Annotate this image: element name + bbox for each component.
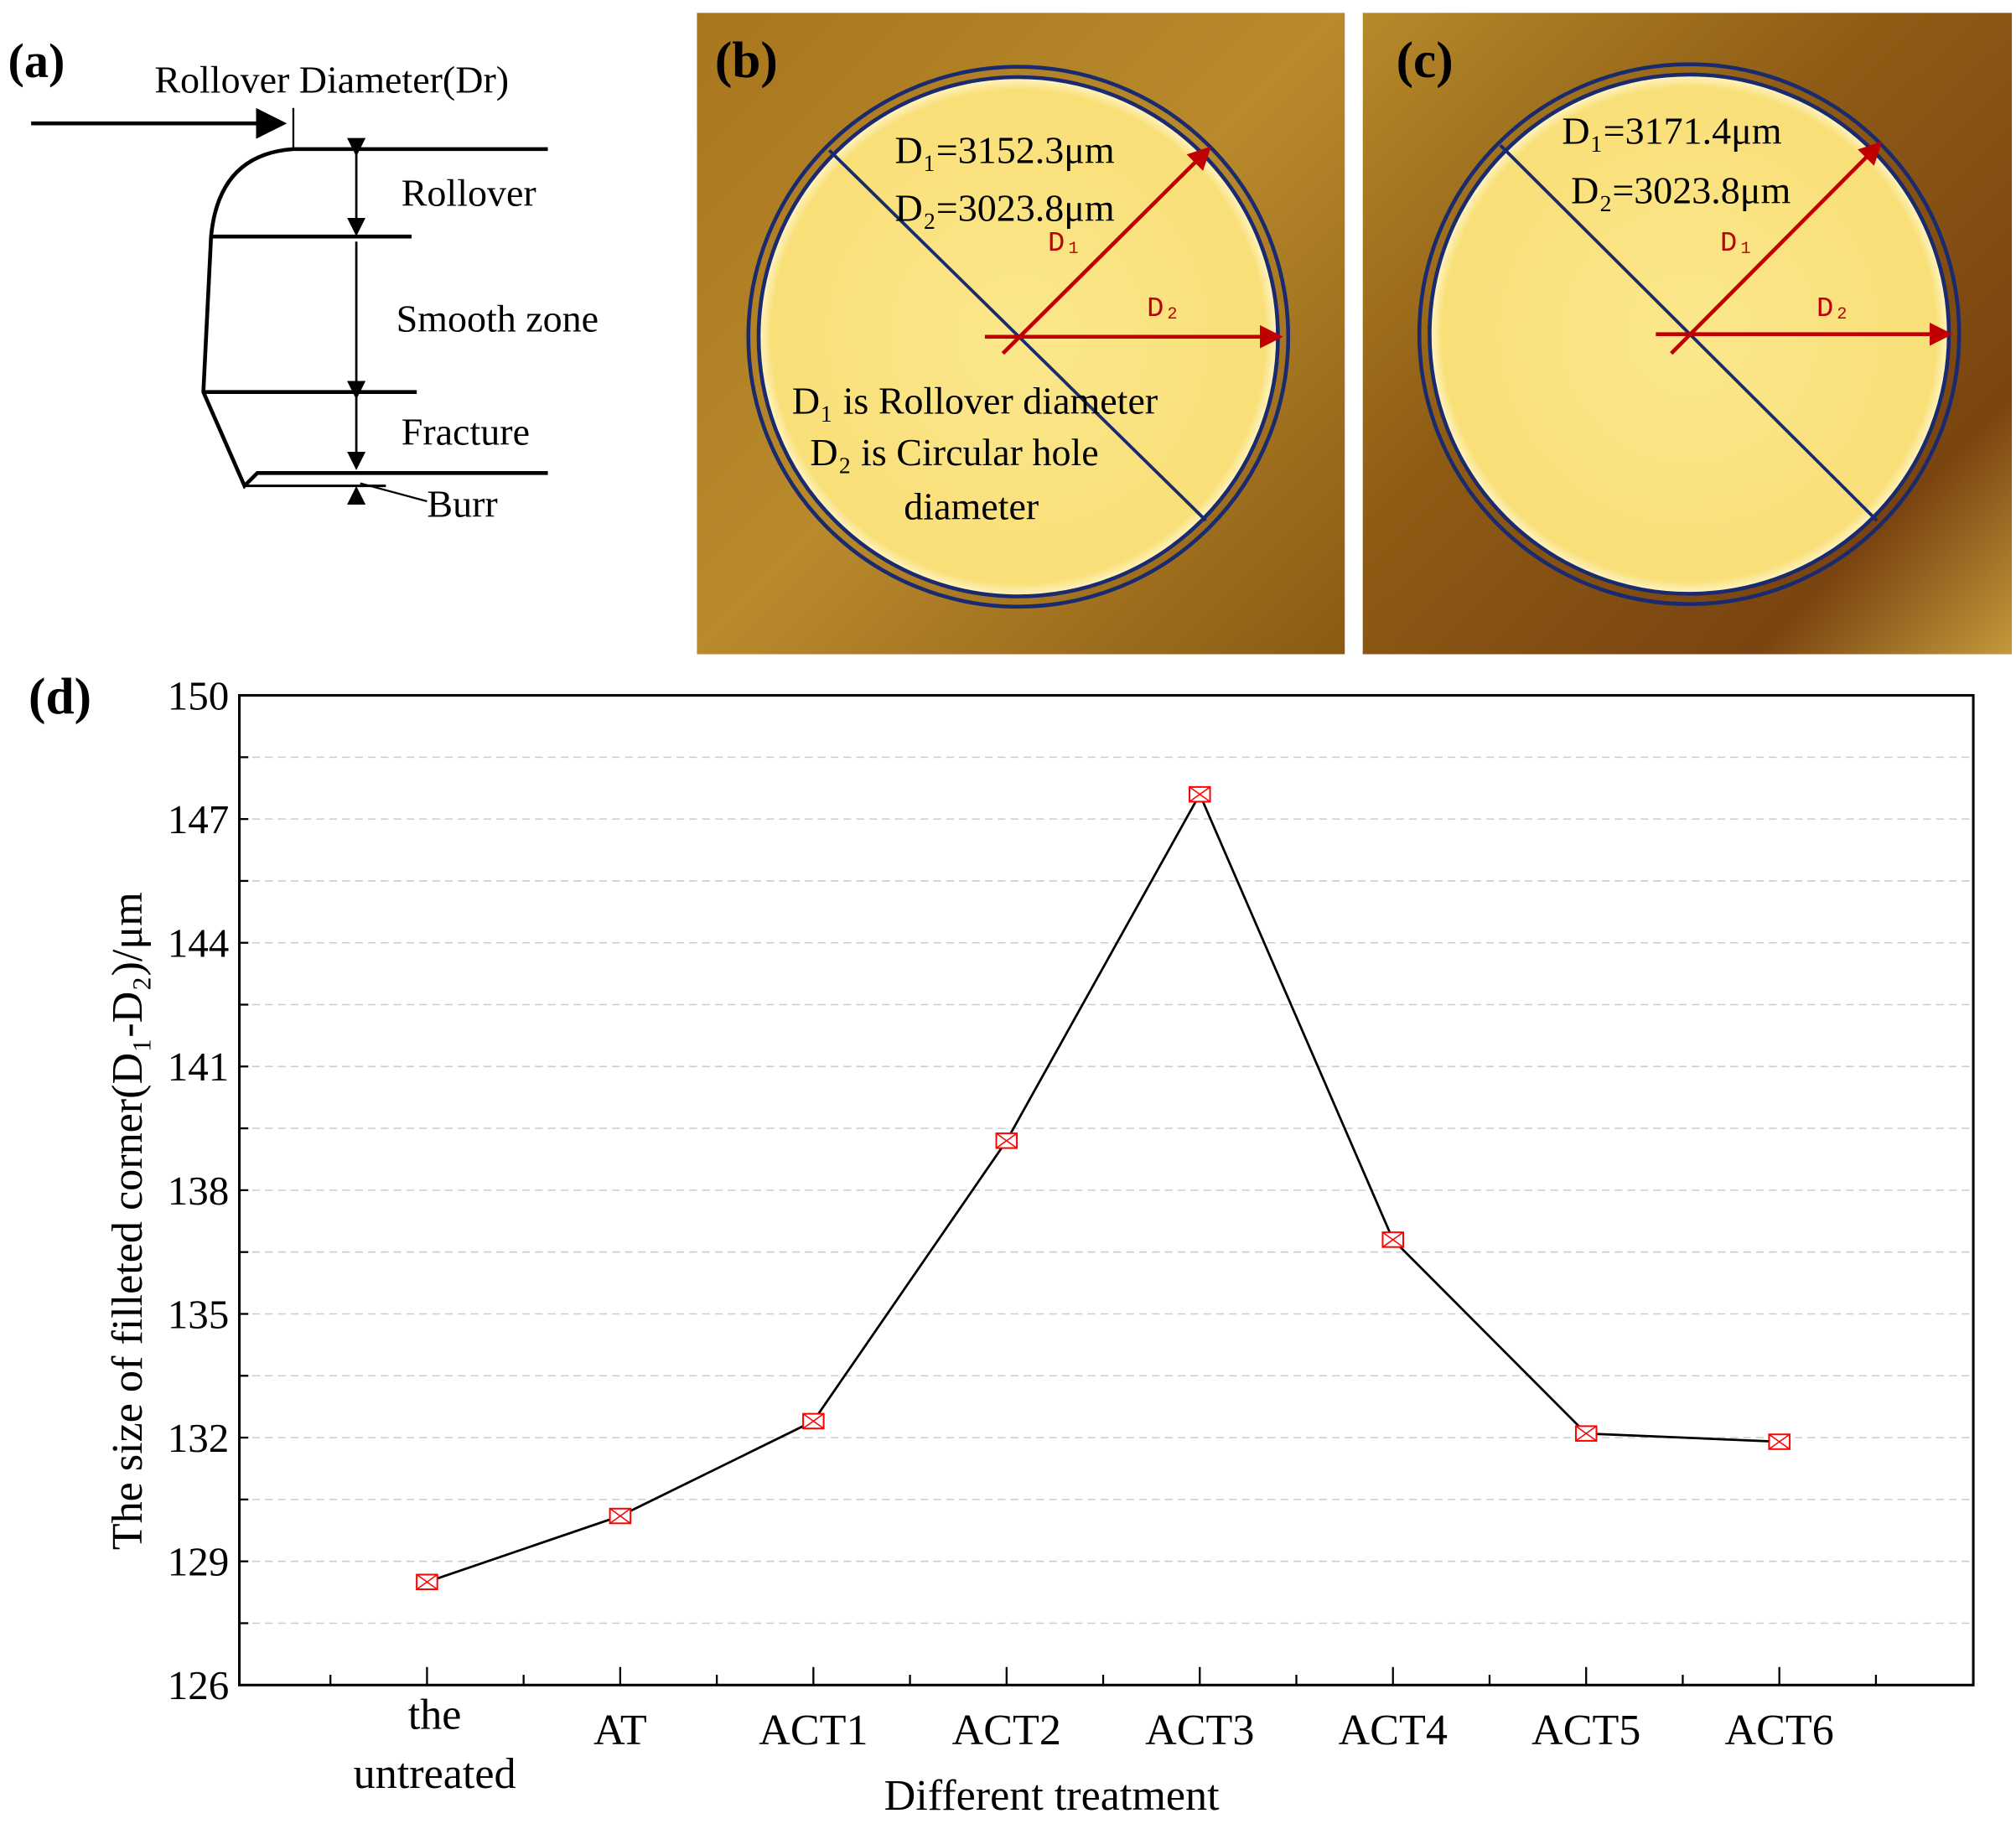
x-tick-label: ACT6	[1725, 1707, 1834, 1754]
data-point	[1381, 1231, 1405, 1248]
data-point	[609, 1507, 632, 1525]
marker-cross	[802, 1413, 825, 1429]
panel-c-photo: (c) D₁=3171.4μm D₂=3023.8μm D₁ D₂	[1362, 13, 2013, 655]
marker-cross	[416, 1573, 438, 1590]
zone-fracture: Fracture	[402, 411, 530, 453]
grid-lines	[239, 756, 1974, 1624]
d1-arrow	[1670, 141, 1883, 355]
note-line-2: D₂ is Circular hole	[810, 431, 1098, 474]
d1-value: D₁=3152.3μm	[895, 129, 1115, 172]
edge-profile	[201, 147, 548, 490]
data-line	[426, 791, 1780, 1583]
y-tick-label: 147	[168, 796, 230, 842]
burr-leader	[360, 482, 428, 503]
axes: 126 129 132 135 138 141 144 147 150 the untreated A…	[168, 672, 1878, 1798]
zone-smooth: Smooth zone	[396, 298, 599, 340]
panel-d-label: (d)	[29, 668, 91, 725]
y-tick-label: 132	[168, 1415, 230, 1461]
panel-c-label: (c)	[1397, 32, 1454, 89]
panel-a-label: (a)	[8, 34, 65, 88]
data-point	[1768, 1433, 1791, 1450]
x-axis-label: Different treatment	[884, 1772, 1220, 1820]
rollover-circle	[746, 65, 1291, 609]
panel-b-label: (b)	[715, 32, 778, 89]
x-tick-label: ACT1	[759, 1707, 868, 1754]
panel-b-photo: (b) D₁=3152.3μm D₂=3023.8μm D₁ D₂ D₁ is …	[697, 13, 1345, 655]
d1-value: D₁=3171.4μm	[1562, 110, 1781, 153]
marker-cross	[1382, 1231, 1404, 1248]
d2-arrow-label: D₂	[1147, 293, 1180, 325]
d2-value: D₂=3023.8μm	[1571, 168, 1791, 211]
d1-arrow-label: D₁	[1720, 228, 1754, 260]
zone-rollover: Rollover	[402, 171, 536, 214]
y-tick-label: 129	[168, 1539, 230, 1585]
marker-cross	[609, 1508, 631, 1524]
x-tick-label: ACT3	[1145, 1707, 1254, 1754]
note-line-1: D₁ is Rollover diameter	[792, 380, 1158, 422]
zone-burr: Burr	[427, 482, 497, 525]
y-tick-label: 135	[168, 1291, 230, 1337]
data-point	[995, 1132, 1018, 1149]
y-tick-label: 126	[168, 1662, 230, 1708]
data-point	[802, 1412, 825, 1430]
x-tick-label: AT	[593, 1707, 647, 1754]
marker-cross	[996, 1132, 1018, 1149]
y-tick-label: 138	[168, 1168, 230, 1214]
x-tick-label: ACT4	[1339, 1707, 1448, 1754]
y-tick-label: 141	[168, 1044, 230, 1090]
data-point	[1189, 785, 1211, 803]
y-axis-label: The size of filleted corner(D₁-D₂)/μm	[104, 892, 152, 1550]
x-tick-label: ACT2	[952, 1707, 1061, 1754]
marker-cross	[1575, 1425, 1597, 1442]
x-tick-label: the	[408, 1691, 462, 1738]
series	[416, 785, 1791, 1591]
panel-d-chart: (d) 126 129 132 135 138 141 144 147 150 the untrea…	[29, 668, 1975, 1820]
data-point	[416, 1573, 438, 1591]
d2-value: D₂=3023.8μm	[895, 187, 1115, 230]
rollover-diameter-title: Rollover Diameter(Dr)	[154, 58, 509, 101]
note-line-3: diameter	[904, 484, 1039, 527]
panel-a-diagram: (a) Rollover Diameter(Dr) Rollover Smoot…	[8, 34, 599, 525]
d1-arrow-label: D₁	[1048, 228, 1081, 260]
x-tick-label: untreated	[354, 1750, 516, 1798]
d1-arrow	[1001, 146, 1211, 355]
rollover-circle	[1417, 62, 1962, 606]
d2-arrow-label: D₂	[1816, 293, 1850, 325]
data-point	[1574, 1425, 1598, 1442]
marker-cross	[1768, 1433, 1791, 1450]
marker-cross	[1189, 786, 1210, 803]
y-tick-label: 144	[168, 920, 230, 966]
x-tick-label: ACT5	[1531, 1707, 1640, 1754]
y-tick-label: 150	[168, 672, 230, 718]
